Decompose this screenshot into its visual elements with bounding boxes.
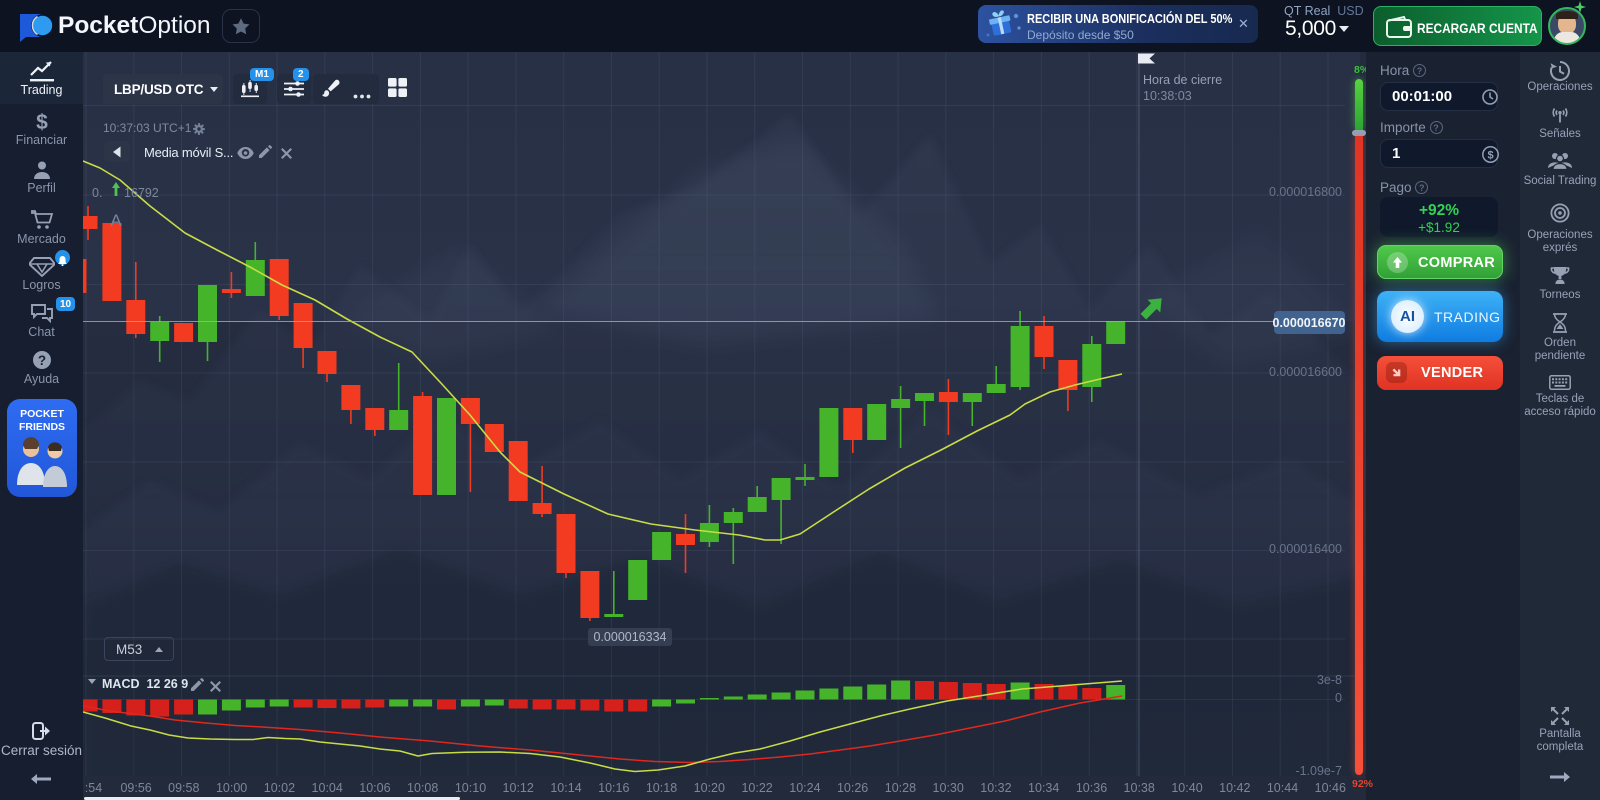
svg-text:A: A xyxy=(110,211,122,230)
svg-text:10:32: 10:32 xyxy=(980,781,1011,795)
svg-text:10:44: 10:44 xyxy=(1267,781,1298,795)
svg-text:10:30: 10:30 xyxy=(933,781,964,795)
svg-text:10:24: 10:24 xyxy=(789,781,820,795)
svg-text:10:28: 10:28 xyxy=(885,781,916,795)
svg-text:10:34: 10:34 xyxy=(1028,781,1059,795)
svg-text:10:08: 10:08 xyxy=(407,781,438,795)
svg-text:10:20: 10:20 xyxy=(694,781,725,795)
svg-text:10:10: 10:10 xyxy=(455,781,486,795)
svg-text:10:42: 10:42 xyxy=(1219,781,1250,795)
svg-text:0.000016670: 0.000016670 xyxy=(1273,316,1346,330)
svg-text:$: $ xyxy=(36,111,48,134)
svg-text:10:02: 10:02 xyxy=(264,781,295,795)
svg-text:16792: 16792 xyxy=(124,186,159,200)
svg-text:10:40: 10:40 xyxy=(1171,781,1202,795)
svg-text:0.000016400: 0.000016400 xyxy=(1269,542,1342,556)
svg-text:10:16: 10:16 xyxy=(598,781,629,795)
svg-text:0.000016800: 0.000016800 xyxy=(1269,185,1342,199)
svg-text:10:12: 10:12 xyxy=(503,781,534,795)
svg-text:10:26: 10:26 xyxy=(837,781,868,795)
svg-text:10:38: 10:38 xyxy=(1124,781,1155,795)
svg-text::54: :54 xyxy=(85,781,102,795)
svg-text:$: $ xyxy=(1487,150,1493,162)
svg-text:10:06: 10:06 xyxy=(359,781,390,795)
svg-text:?: ? xyxy=(37,353,45,368)
svg-text:10:36: 10:36 xyxy=(1076,781,1107,795)
svg-text:10:14: 10:14 xyxy=(550,781,581,795)
svg-text:0: 0 xyxy=(1335,691,1342,705)
svg-text:10:38:03: 10:38:03 xyxy=(1143,89,1192,103)
svg-text:3e-8: 3e-8 xyxy=(1317,673,1342,687)
svg-text:09:58: 09:58 xyxy=(168,781,199,795)
svg-text:0.: 0. xyxy=(92,186,102,200)
svg-text:0.000016334: 0.000016334 xyxy=(594,630,667,644)
svg-text:0.000016600: 0.000016600 xyxy=(1269,365,1342,379)
svg-text:10:22: 10:22 xyxy=(741,781,772,795)
svg-text:10:00: 10:00 xyxy=(216,781,247,795)
svg-text:Hora de cierre: Hora de cierre xyxy=(1143,73,1222,87)
svg-text:10:46: 10:46 xyxy=(1315,781,1346,795)
svg-text:10:18: 10:18 xyxy=(646,781,677,795)
svg-text:10:04: 10:04 xyxy=(312,781,343,795)
svg-text:-1.09e-7: -1.09e-7 xyxy=(1295,764,1342,778)
svg-text:09:56: 09:56 xyxy=(120,781,151,795)
